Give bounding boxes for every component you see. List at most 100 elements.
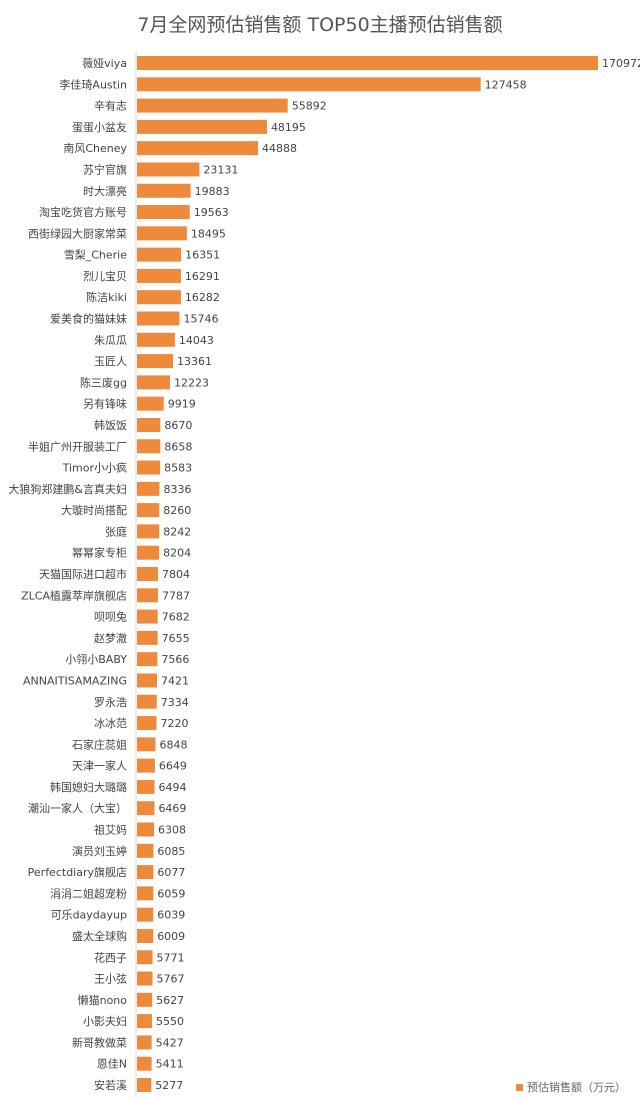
data-label: 6059 bbox=[157, 887, 185, 900]
data-label: 7220 bbox=[160, 717, 188, 730]
data-label: 48195 bbox=[271, 121, 306, 134]
category-label: 西街绿园大厨家常菜 bbox=[28, 226, 127, 240]
bar bbox=[137, 950, 153, 965]
bar bbox=[137, 822, 155, 837]
category-label: 薇娅viya bbox=[82, 56, 127, 70]
bar bbox=[137, 716, 157, 731]
category-label: 罗永浩 bbox=[94, 695, 127, 709]
category-label: 李佳琦Austin bbox=[59, 77, 127, 91]
data-label: 5767 bbox=[157, 973, 185, 986]
category-label: 安若溪 bbox=[94, 1078, 127, 1092]
category-label: 王小弦 bbox=[94, 972, 127, 986]
category-label: 祖艾妈 bbox=[94, 823, 127, 837]
category-label: 幂幂家专柜 bbox=[72, 546, 127, 560]
data-label: 7566 bbox=[161, 653, 189, 666]
data-label: 6085 bbox=[157, 845, 185, 858]
category-label: 石家庄蕊姐 bbox=[72, 737, 127, 751]
data-label: 6009 bbox=[157, 930, 185, 943]
category-label: 韩国媳妇大璐璐 bbox=[50, 780, 127, 794]
category-label: 淘宝吃货官方账号 bbox=[39, 205, 127, 219]
category-label: 花西子 bbox=[94, 951, 127, 964]
data-label: 6494 bbox=[159, 781, 187, 794]
data-label: 8204 bbox=[163, 547, 191, 560]
bar bbox=[137, 183, 191, 198]
category-label: 时大漂亮 bbox=[83, 184, 127, 198]
category-label: 盛太全球购 bbox=[72, 929, 127, 943]
bar bbox=[137, 907, 154, 922]
bar bbox=[137, 417, 161, 432]
data-label: 12223 bbox=[174, 376, 209, 389]
category-label: 小影夫妇 bbox=[83, 1015, 127, 1028]
category-label: 恩佳N bbox=[97, 1057, 127, 1071]
bar bbox=[137, 609, 158, 624]
bar bbox=[137, 396, 164, 411]
chart-title: 7月全网预估销售额 TOP50主播预估销售额 bbox=[137, 14, 503, 36]
category-label: ANNAITISAMAZING bbox=[23, 674, 127, 687]
data-label: 7421 bbox=[161, 674, 189, 687]
data-label: 14043 bbox=[179, 334, 214, 347]
data-label: 19563 bbox=[194, 206, 229, 219]
category-label: 天津一家人 bbox=[72, 759, 127, 773]
category-label: 韩饭饭 bbox=[94, 418, 127, 432]
category-label: 陈洁kiki bbox=[86, 290, 127, 304]
bar bbox=[137, 460, 161, 475]
category-label: 演员刘玉婷 bbox=[72, 844, 127, 858]
legend-swatch bbox=[516, 1083, 523, 1091]
bar bbox=[137, 843, 154, 858]
data-label: 8260 bbox=[163, 504, 191, 517]
bar bbox=[137, 1078, 152, 1092]
data-label: 5427 bbox=[156, 1036, 184, 1049]
bar bbox=[137, 119, 267, 134]
category-label: 新哥教做菜 bbox=[72, 1035, 127, 1049]
data-label: 6039 bbox=[157, 909, 185, 922]
bar bbox=[137, 588, 158, 603]
category-label: 烈儿宝贝 bbox=[83, 269, 127, 283]
data-label: 5277 bbox=[155, 1079, 183, 1092]
data-label: 15746 bbox=[183, 313, 218, 326]
bar bbox=[137, 652, 158, 667]
data-label: 9919 bbox=[168, 398, 196, 411]
data-label: 6649 bbox=[159, 760, 187, 773]
data-label: 6469 bbox=[158, 802, 186, 815]
bar bbox=[137, 779, 155, 794]
bar bbox=[137, 524, 160, 539]
category-label: 大璇时尚搭配 bbox=[61, 503, 127, 517]
data-label: 7682 bbox=[162, 611, 190, 624]
legend: 预估销售额（万元） bbox=[516, 1079, 626, 1095]
bar bbox=[137, 311, 180, 326]
category-label: Perfectdiary旗舰店 bbox=[28, 865, 127, 879]
bar bbox=[137, 992, 153, 1007]
data-label: 13361 bbox=[177, 355, 212, 368]
bar bbox=[137, 481, 160, 496]
category-label: 小翎小BABY bbox=[65, 652, 127, 666]
category-label: 懒猫nono bbox=[78, 993, 128, 1007]
bar bbox=[137, 56, 598, 70]
bar bbox=[137, 865, 154, 880]
data-label: 5771 bbox=[157, 951, 185, 964]
bar bbox=[137, 205, 190, 220]
data-label: 7655 bbox=[162, 632, 190, 645]
bar bbox=[137, 439, 161, 454]
bar bbox=[137, 1035, 152, 1050]
bar bbox=[137, 1014, 152, 1029]
data-label: 18495 bbox=[191, 227, 226, 240]
category-label: 张庭 bbox=[105, 524, 127, 538]
category-label: 苏宁官旗 bbox=[83, 162, 127, 176]
bar bbox=[137, 141, 259, 156]
data-label: 6308 bbox=[158, 824, 186, 837]
bar bbox=[137, 98, 288, 113]
bar bbox=[137, 354, 174, 369]
bar bbox=[137, 567, 159, 581]
data-label: 55892 bbox=[292, 100, 327, 113]
data-label: 7804 bbox=[162, 568, 190, 581]
data-label: 19883 bbox=[195, 185, 230, 198]
data-label: 16291 bbox=[185, 270, 220, 283]
data-label: 5411 bbox=[156, 1058, 184, 1071]
category-label: 半姐广州开服装工厂 bbox=[28, 439, 127, 453]
bar bbox=[137, 545, 160, 560]
bar bbox=[137, 886, 154, 901]
category-label: 雪梨_Cherie bbox=[64, 248, 127, 262]
data-label: 16282 bbox=[185, 291, 220, 304]
bar bbox=[137, 1056, 152, 1071]
